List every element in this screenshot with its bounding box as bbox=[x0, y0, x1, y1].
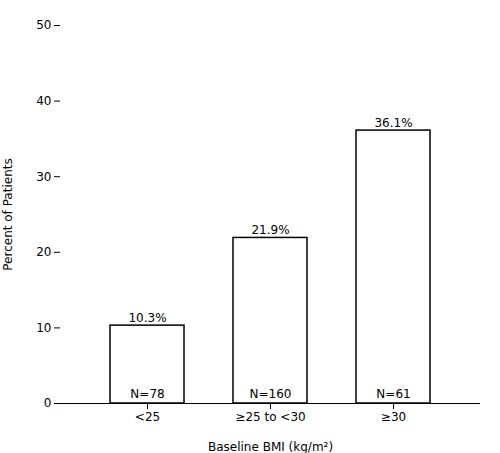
svg-text:N=61: N=61 bbox=[376, 387, 410, 401]
svg-text:Baseline BMI (kg/m²): Baseline BMI (kg/m²) bbox=[208, 440, 333, 453]
svg-text:N=160: N=160 bbox=[250, 387, 292, 401]
svg-text:10: 10 bbox=[36, 321, 51, 335]
svg-text:≥30: ≥30 bbox=[381, 410, 406, 424]
svg-text:36.1%: 36.1% bbox=[374, 116, 412, 130]
svg-text:<25: <25 bbox=[135, 410, 160, 424]
svg-text:40: 40 bbox=[36, 94, 51, 108]
svg-text:30: 30 bbox=[36, 170, 51, 184]
svg-text:0: 0 bbox=[44, 396, 52, 410]
svg-text:≥25 to <30: ≥25 to <30 bbox=[235, 410, 305, 424]
svg-text:21.9%: 21.9% bbox=[251, 223, 289, 237]
svg-text:10.3%: 10.3% bbox=[128, 311, 166, 325]
svg-text:Percent of Patients: Percent of Patients bbox=[1, 158, 15, 270]
svg-text:20: 20 bbox=[36, 245, 51, 259]
svg-text:50: 50 bbox=[36, 18, 51, 32]
svg-text:N=78: N=78 bbox=[130, 387, 164, 401]
